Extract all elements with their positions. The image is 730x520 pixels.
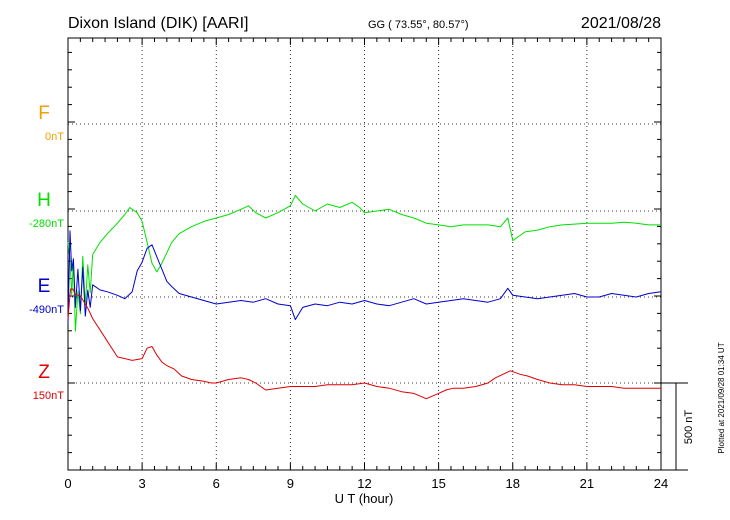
component-letter-e: E xyxy=(38,276,51,297)
scale-bar: 500 nT xyxy=(661,382,695,471)
station-coordinates: GG ( 73.55°, 80.57°) xyxy=(368,19,469,31)
x-tick-label: 21 xyxy=(580,476,594,491)
grid xyxy=(68,38,661,470)
x-tick-label: 6 xyxy=(213,476,220,491)
component-letter-z: Z xyxy=(38,362,50,383)
x-tick-label: 3 xyxy=(139,476,146,491)
plotted-timestamp: Plotted at 2021/09/28 01:34 UT xyxy=(717,342,726,453)
component-letter-f: F xyxy=(38,103,50,124)
x-tick-labels: 0 3 6 9 12 15 18 21 24 xyxy=(64,476,668,491)
component-baseline-z: 150nT xyxy=(33,390,64,402)
x-tick-label: 15 xyxy=(431,476,445,491)
x-tick-label: 0 xyxy=(64,476,71,491)
station-title: Dixon Island (DIK) [AARI] xyxy=(68,15,249,32)
component-letter-h: H xyxy=(37,190,51,211)
component-baseline-e: -490nT xyxy=(29,304,64,316)
series-line-z xyxy=(67,288,661,400)
component-labels: F 0nT H -280nT E -490nT Z 150nT xyxy=(29,103,64,402)
x-tick-label: 12 xyxy=(357,476,371,491)
component-baseline-f: 0nT xyxy=(45,131,64,143)
x-tick-label: 9 xyxy=(287,476,294,491)
series-line-e xyxy=(67,230,662,324)
series-lines xyxy=(67,194,662,400)
scale-bar-label: 500 nT xyxy=(683,410,695,445)
series-line-h xyxy=(67,194,661,332)
x-tick-label: 24 xyxy=(654,476,668,491)
chart-date: 2021/08/28 xyxy=(581,15,661,32)
axis-ticks xyxy=(67,38,662,471)
x-axis-label: U T (hour) xyxy=(335,491,394,506)
component-baseline-h: -280nT xyxy=(29,218,64,230)
x-tick-label: 18 xyxy=(506,476,520,491)
